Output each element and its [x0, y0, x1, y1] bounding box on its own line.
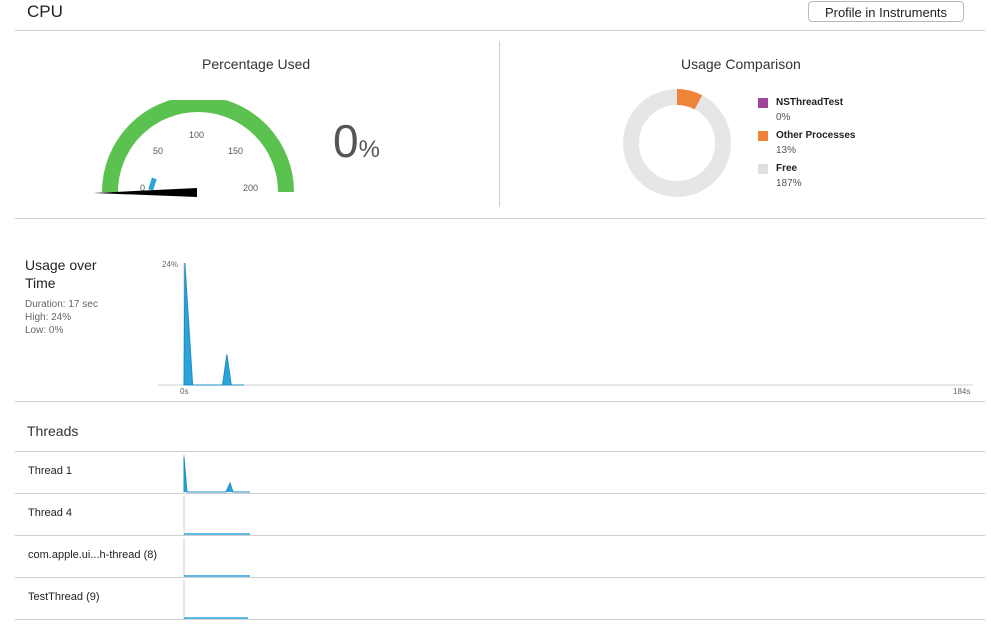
- usage-over-time-chart: 24% 0s 184s: [158, 260, 973, 396]
- legend-label: NSThreadTest: [776, 97, 844, 108]
- gauge-other-marker: [148, 177, 157, 191]
- usage-over-time-title-line: Usage over: [25, 257, 97, 273]
- percentage-used-value: 0: [333, 115, 359, 167]
- thread-label: Thread 1: [28, 465, 73, 477]
- usage-stats: Duration: 17 sec High: 24% Low: 0%: [25, 298, 98, 337]
- usage-over-time-title-line: Time: [25, 275, 56, 291]
- legend-swatch: [758, 98, 768, 108]
- divider: [15, 451, 985, 452]
- legend-value: 13%: [776, 145, 797, 156]
- divider: [15, 30, 985, 31]
- percentage-used-value-wrap: 0%: [333, 114, 380, 168]
- thread-label: TestThread (9): [28, 591, 100, 603]
- page-title: CPU: [27, 2, 63, 21]
- profile-in-instruments-button[interactable]: Profile in Instruments: [808, 1, 964, 22]
- usage-comparison-title: Usage Comparison: [681, 56, 801, 72]
- gauge-tick-label: 0: [140, 183, 145, 193]
- legend-swatch: [758, 131, 768, 141]
- divider: [15, 577, 985, 578]
- thread-row[interactable]: com.apple.ui...h-thread (8): [15, 536, 985, 577]
- legend-label: Other Processes: [776, 130, 856, 141]
- donut-free: [623, 89, 731, 197]
- percentage-used-unit: %: [358, 136, 380, 163]
- thread-row[interactable]: TestThread (9): [15, 578, 985, 619]
- thread-sparkline: [183, 496, 250, 535]
- duration-text: Duration: 17 sec: [25, 299, 98, 310]
- thread-sparkline: [183, 580, 248, 619]
- x-axis-end-label: 184s: [953, 387, 970, 396]
- divider: [15, 401, 985, 402]
- thread-row[interactable]: Thread 4: [15, 494, 985, 535]
- divider: [15, 535, 985, 536]
- x-axis-start-label: 0s: [180, 387, 188, 396]
- legend-swatch: [758, 164, 768, 174]
- divider: [15, 619, 985, 620]
- divider: [15, 218, 985, 219]
- thread-label: Thread 4: [28, 507, 73, 519]
- usage-over-time-title: Usage over Time: [25, 256, 97, 292]
- gauge-tick-label: 150: [228, 146, 243, 156]
- vertical-divider: [499, 41, 500, 207]
- thread-sparkline: [183, 454, 250, 493]
- legend-value: 0%: [776, 112, 791, 123]
- threads-title: Threads: [27, 423, 79, 439]
- donut-other-processes: [676, 89, 703, 110]
- thread-activity: [183, 456, 250, 493]
- y-axis-max-label: 24%: [162, 260, 178, 269]
- legend-value: 187%: [776, 178, 802, 189]
- percentage-used-title: Percentage Used: [202, 56, 311, 72]
- thread-sparkline: [183, 538, 250, 577]
- high-text: High: 24%: [25, 312, 72, 323]
- legend-label: Free: [776, 163, 798, 174]
- thread-label: com.apple.ui...h-thread (8): [28, 549, 158, 561]
- cpu-gauge: 0 50 100 150 200: [93, 100, 294, 197]
- gauge-arc: [102, 100, 294, 193]
- gauge-tick-label: 200: [243, 183, 258, 193]
- usage-comparison-donut: [623, 89, 731, 197]
- gauge-tick-label: 100: [189, 130, 204, 140]
- divider: [15, 493, 985, 494]
- thread-row[interactable]: Thread 1: [15, 452, 985, 493]
- gauge-tick-label: 50: [153, 146, 163, 156]
- usage-area-series: [183, 262, 244, 386]
- gauge-needle: [93, 188, 197, 197]
- low-text: Low: 0%: [25, 325, 64, 336]
